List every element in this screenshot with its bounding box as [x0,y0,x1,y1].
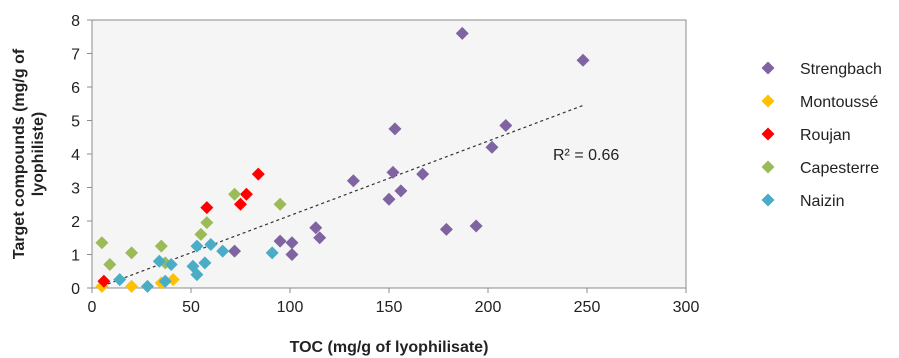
y-tick-label: 7 [71,47,80,64]
y-tick-label: 1 [71,248,80,265]
data-point-strengbach [285,236,299,250]
data-point-roujan [234,197,247,211]
data-point-roujan [97,274,111,288]
trendline-group [107,104,584,285]
legend-label-roujan: Roujan [800,127,851,144]
legend-marker-strengbach [761,61,775,75]
y-axis-title-line-1: Target compounds (mg/g of [11,48,28,259]
y-tick-label: 8 [71,13,80,30]
legend-label-naizin: Naizin [800,193,844,210]
x-tick-label: 200 [475,299,502,316]
legend-label-strengbach: Strengbach [800,61,882,78]
r-squared-annotation: R² = 0.66 [553,147,619,164]
y-axis-title-line-2: lyophiliste) [30,112,47,196]
data-point-roujan [251,167,265,181]
data-point-naizin [216,244,230,258]
data-point-strengbach [576,53,590,67]
data-point-strengbach [439,222,453,236]
data-point-capesterre [95,236,109,250]
data-point-strengbach [309,221,323,235]
data-point-naizin [198,256,212,270]
data-point-strengbach [313,231,327,245]
x-tick-label: 0 [88,299,97,316]
data-point-naizin [140,279,154,293]
data-point-strengbach [499,119,513,133]
y-tick-label: 2 [71,214,80,231]
data-point-strengbach [416,167,430,181]
x-tick-label: 50 [182,299,200,316]
y-tick-label: 4 [71,147,80,164]
data-point-naizin [152,254,166,268]
plot-area [91,19,687,289]
data-point-naizin [265,246,279,260]
data-point-naizin [190,239,204,253]
legend-marker-montouss- [761,94,775,108]
trendline [107,104,584,285]
data-point-capesterre [103,258,117,272]
data-point-capesterre [200,216,214,230]
data-point-capesterre [228,187,242,201]
x-tick-label: 250 [574,299,601,316]
x-axis-title: TOC (mg/g of lyophilisate) [290,339,489,356]
data-points [95,26,590,293]
x-tick-label: 100 [277,299,304,316]
data-point-strengbach [455,26,469,40]
axis-ticks: 0 50 100 150 200 250 300 0 1 2 3 4 5 6 7 8 [71,13,699,316]
data-point-naizin [204,237,218,251]
data-point-roujan [200,201,214,215]
y-tick-label: 0 [71,281,80,298]
data-point-strengbach [386,165,400,179]
x-tick-label: 300 [673,299,700,316]
data-point-strengbach [485,140,499,154]
data-point-strengbach [273,234,287,248]
data-point-naizin [190,268,204,282]
data-point-strengbach [285,248,299,261]
data-point-roujan [239,187,253,201]
y-axis-title: Target compounds (mg/g of lyophiliste) [11,48,47,259]
legend: Strengbach Montoussé Roujan Capesterre Naizi… [761,61,882,210]
data-point-strengbach [394,184,408,198]
legend-label-montouss-: Montoussé [800,94,878,111]
y-tick-label: 6 [71,80,80,97]
data-point-naizin [158,274,172,288]
data-point-capesterre [125,246,139,260]
data-point-strengbach [469,219,483,233]
legend-marker-roujan [761,127,775,141]
data-point-strengbach [228,244,242,258]
y-tick-label: 5 [71,114,80,131]
legend-marker-naizin [761,193,775,207]
data-point-capesterre [194,227,208,241]
data-point-capesterre [154,239,168,253]
x-tick-label: 150 [376,299,403,316]
data-point-strengbach [346,174,360,188]
data-point-naizin [113,273,127,287]
data-point-strengbach [382,192,396,206]
data-point-capesterre [273,197,287,211]
legend-label-capesterre: Capesterre [800,160,879,177]
legend-marker-capesterre [761,160,775,174]
y-tick-label: 3 [71,181,80,198]
data-point-naizin [164,258,178,272]
data-point-strengbach [388,122,402,136]
data-point-montouss- [125,279,139,293]
